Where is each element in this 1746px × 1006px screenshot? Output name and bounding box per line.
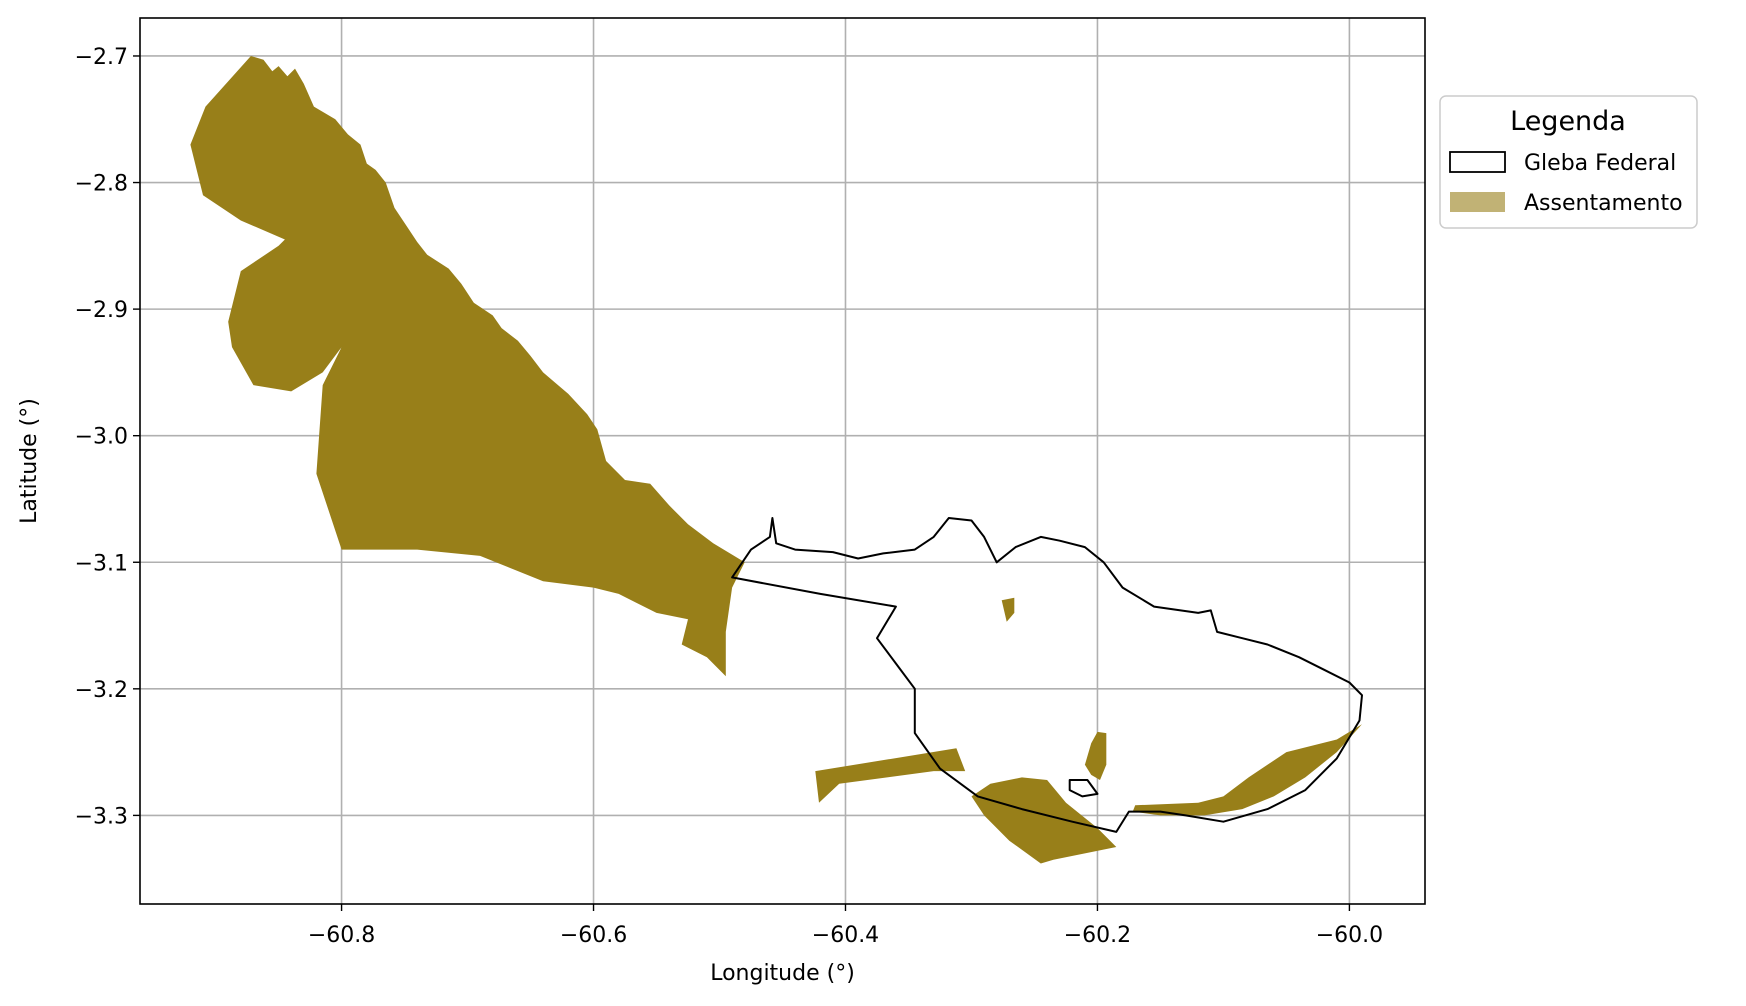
- axis-ticks: −60.8 −60.6 −60.4 −60.2 −60.0 −2.7 −2.8 −2.9 −3.…: [75, 45, 1384, 948]
- y-tick-label: −3.0: [75, 425, 128, 450]
- map-polygons: [190, 56, 1363, 864]
- legend-swatch-assentamento: [1450, 192, 1505, 212]
- x-tick-label: −60.0: [1316, 923, 1383, 948]
- x-axis-title: Longitude (°): [710, 961, 855, 986]
- legend-label-assentamento: Assentamento: [1524, 191, 1683, 216]
- assentamento-polygon: [1001, 597, 1015, 622]
- y-tick-label: −2.7: [75, 45, 128, 70]
- legend-title: Legenda: [1510, 106, 1626, 137]
- assentamento-polygon: [1132, 724, 1362, 816]
- assentamento-polygon: [190, 56, 745, 677]
- assentamento-polygon: [815, 748, 966, 803]
- x-tick-label: −60.6: [560, 923, 627, 948]
- y-tick-label: −3.1: [75, 551, 128, 576]
- y-axis-title: Latitude (°): [17, 398, 42, 524]
- gleba-federal-outline: [731, 517, 1363, 833]
- x-tick-label: −60.4: [812, 923, 879, 948]
- assentamento-polygon: [1084, 731, 1107, 780]
- y-tick-label: −3.2: [75, 678, 128, 703]
- gleba-federal-outline: [1068, 779, 1099, 798]
- x-tick-label: −60.8: [308, 923, 375, 948]
- plot-frame: [139, 17, 1426, 905]
- legend-swatch-gleba-federal: [1449, 151, 1506, 173]
- assentamento-polygon: [971, 777, 1117, 864]
- y-tick-label: −2.9: [75, 298, 128, 323]
- legend-label-gleba-federal: Gleba Federal: [1524, 151, 1676, 176]
- y-tick-label: −2.8: [75, 172, 128, 197]
- legend: Legenda Gleba Federal Assentamento: [1439, 95, 1698, 229]
- y-tick-label: −3.3: [75, 804, 128, 829]
- x-tick-label: −60.2: [1064, 923, 1131, 948]
